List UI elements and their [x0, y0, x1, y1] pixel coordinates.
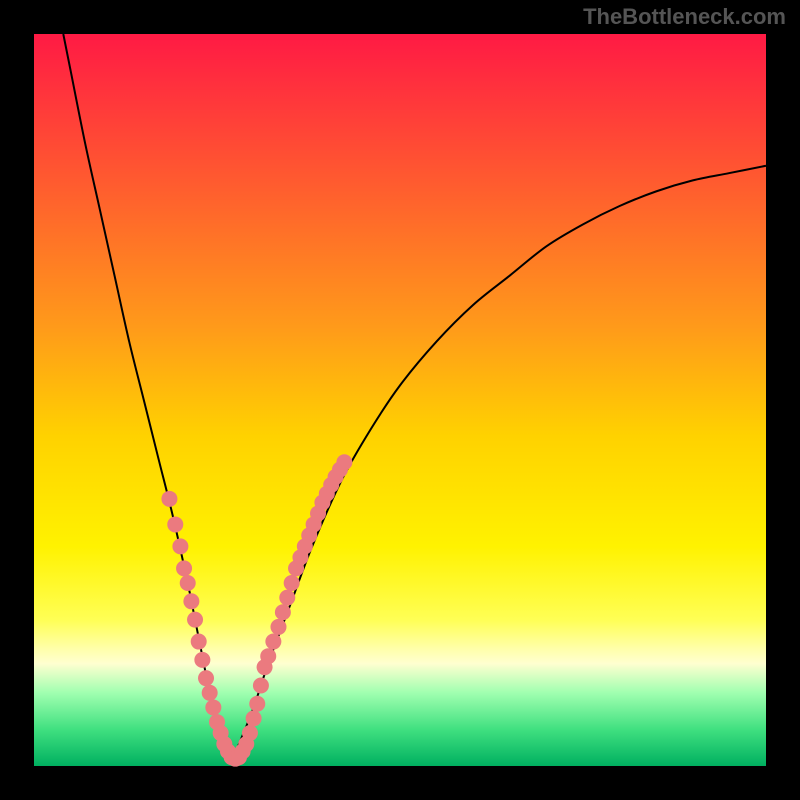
- data-marker: [183, 593, 199, 609]
- chart-container: TheBottleneck.com: [0, 0, 800, 800]
- chart-svg: [0, 0, 800, 800]
- data-marker: [161, 491, 177, 507]
- watermark-text: TheBottleneck.com: [583, 4, 786, 30]
- data-marker: [265, 634, 281, 650]
- data-marker: [191, 634, 207, 650]
- data-marker: [172, 538, 188, 554]
- data-marker: [202, 685, 218, 701]
- data-marker: [194, 652, 210, 668]
- data-marker: [180, 575, 196, 591]
- data-marker: [198, 670, 214, 686]
- data-marker: [246, 710, 262, 726]
- data-marker: [279, 590, 295, 606]
- data-marker: [270, 619, 286, 635]
- data-marker: [253, 677, 269, 693]
- data-marker: [284, 575, 300, 591]
- data-marker: [336, 454, 352, 470]
- data-marker: [260, 648, 276, 664]
- data-marker: [242, 725, 258, 741]
- data-marker: [205, 699, 221, 715]
- data-marker: [167, 516, 183, 532]
- data-marker: [187, 612, 203, 628]
- data-marker: [249, 696, 265, 712]
- data-marker: [275, 604, 291, 620]
- data-marker: [176, 560, 192, 576]
